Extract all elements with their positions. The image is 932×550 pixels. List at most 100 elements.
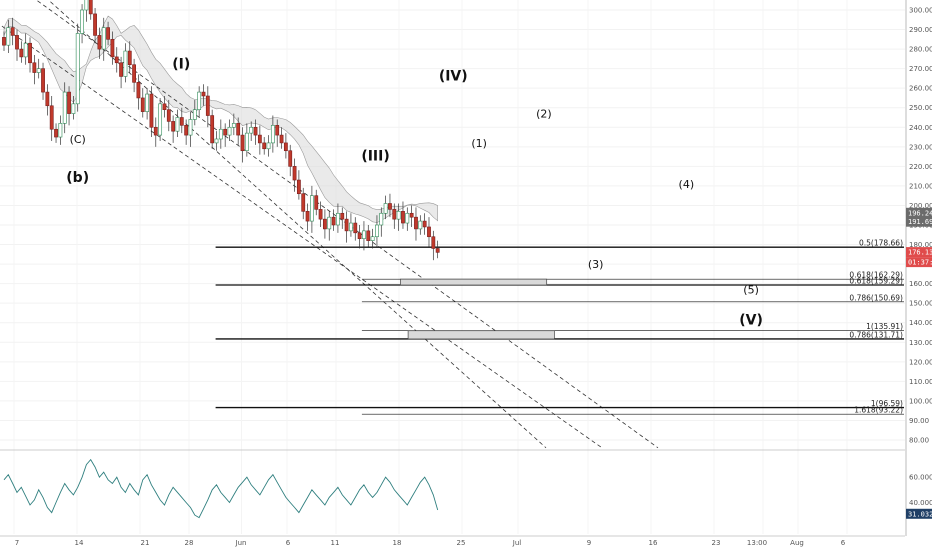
candle-body[interactable] bbox=[388, 203, 392, 210]
candle-body[interactable] bbox=[45, 91, 50, 107]
candle-body[interactable] bbox=[262, 142, 267, 150]
candle-body[interactable] bbox=[123, 50, 128, 77]
candle-body[interactable] bbox=[192, 109, 197, 120]
candle-body[interactable] bbox=[266, 142, 271, 150]
candle-body[interactable] bbox=[197, 91, 202, 110]
candle-body[interactable] bbox=[383, 203, 388, 214]
candle-body[interactable] bbox=[54, 128, 58, 138]
candle-body[interactable] bbox=[253, 126, 258, 136]
candle-body[interactable] bbox=[110, 39, 115, 58]
candle-body[interactable] bbox=[88, 0, 93, 15]
candle-body[interactable] bbox=[67, 91, 71, 114]
candle-body[interactable] bbox=[362, 230, 366, 239]
candle-body[interactable] bbox=[318, 209, 323, 220]
candle-body[interactable] bbox=[396, 211, 401, 220]
candle-body[interactable] bbox=[370, 236, 375, 241]
candle-body[interactable] bbox=[19, 48, 24, 58]
candle-body[interactable] bbox=[344, 218, 349, 232]
candle-body[interactable] bbox=[270, 125, 275, 144]
candle-body[interactable] bbox=[414, 216, 418, 230]
candle-body[interactable] bbox=[375, 224, 379, 238]
candle-body[interactable] bbox=[275, 125, 280, 136]
candle-body[interactable] bbox=[418, 220, 423, 230]
candle-body[interactable] bbox=[283, 142, 288, 152]
candle-body[interactable] bbox=[405, 212, 410, 224]
candle-body[interactable] bbox=[257, 134, 262, 144]
candle-body[interactable] bbox=[292, 166, 297, 181]
candle-body[interactable] bbox=[244, 132, 249, 152]
candle-body[interactable] bbox=[236, 123, 241, 136]
candle-body[interactable] bbox=[6, 27, 11, 46]
candle-body[interactable] bbox=[305, 211, 310, 222]
candle-body[interactable] bbox=[427, 226, 431, 238]
candle-body[interactable] bbox=[97, 35, 102, 50]
candle-body[interactable] bbox=[132, 64, 136, 83]
candle-body[interactable] bbox=[158, 103, 163, 136]
candle-body[interactable] bbox=[314, 195, 319, 210]
candle-body[interactable] bbox=[10, 27, 15, 36]
candle-body[interactable] bbox=[214, 138, 219, 144]
candle-body[interactable] bbox=[210, 115, 215, 144]
candle-body[interactable] bbox=[409, 212, 414, 218]
candle-body[interactable] bbox=[336, 212, 340, 226]
candle-body[interactable] bbox=[58, 123, 63, 138]
candle-body[interactable] bbox=[114, 56, 119, 64]
candle-body[interactable] bbox=[127, 50, 132, 66]
candle-body[interactable] bbox=[162, 103, 167, 110]
candle-body[interactable] bbox=[401, 211, 405, 224]
candle-body[interactable] bbox=[379, 212, 384, 226]
candle-body[interactable] bbox=[15, 35, 19, 50]
candle-body[interactable] bbox=[331, 216, 336, 226]
candle-body[interactable] bbox=[327, 216, 332, 230]
candle-body[interactable] bbox=[84, 0, 89, 11]
candle-body[interactable] bbox=[296, 179, 301, 195]
candle-body[interactable] bbox=[366, 230, 371, 241]
candle-body[interactable] bbox=[149, 93, 154, 128]
candle-body[interactable] bbox=[184, 125, 189, 136]
candle-body[interactable] bbox=[41, 68, 45, 93]
candle-body[interactable] bbox=[435, 248, 440, 253]
candle-body[interactable] bbox=[32, 62, 37, 73]
candle-body[interactable] bbox=[227, 126, 232, 136]
candle-body[interactable] bbox=[153, 126, 158, 136]
candle-body[interactable] bbox=[188, 119, 193, 136]
candle-body[interactable] bbox=[2, 37, 6, 46]
candle-body[interactable] bbox=[71, 103, 76, 114]
candle-body[interactable] bbox=[223, 128, 228, 136]
candle-body[interactable] bbox=[171, 121, 176, 132]
candle-body[interactable] bbox=[310, 195, 314, 222]
candle-body[interactable] bbox=[75, 33, 80, 105]
candle-body[interactable] bbox=[218, 128, 223, 140]
candle-body[interactable] bbox=[101, 27, 106, 50]
candle-body[interactable] bbox=[279, 134, 284, 144]
candle-body[interactable] bbox=[323, 218, 327, 230]
candle-body[interactable] bbox=[166, 109, 171, 122]
candle-body[interactable] bbox=[205, 95, 210, 116]
candle-body[interactable] bbox=[357, 232, 362, 239]
candle-body[interactable] bbox=[93, 13, 97, 36]
candle-body[interactable] bbox=[353, 222, 358, 234]
candle-body[interactable] bbox=[23, 42, 28, 58]
candle-body[interactable] bbox=[106, 27, 110, 40]
candle-body[interactable] bbox=[28, 42, 32, 64]
candle-body[interactable] bbox=[80, 9, 84, 34]
candle-body[interactable] bbox=[145, 93, 150, 112]
candle-body[interactable] bbox=[301, 193, 306, 212]
candle-body[interactable] bbox=[62, 91, 67, 124]
candle-body[interactable] bbox=[431, 236, 436, 249]
candle-body[interactable] bbox=[340, 212, 345, 220]
candle-body[interactable] bbox=[201, 91, 206, 97]
candle-body[interactable] bbox=[349, 222, 353, 232]
candle-body[interactable] bbox=[288, 150, 293, 167]
candle-body[interactable] bbox=[249, 126, 254, 134]
candle-body[interactable] bbox=[175, 117, 180, 132]
candle-body[interactable] bbox=[231, 123, 236, 128]
candle-body[interactable] bbox=[140, 97, 145, 112]
candle-body[interactable] bbox=[179, 117, 184, 126]
candle-body[interactable] bbox=[240, 134, 245, 152]
candle-body[interactable] bbox=[119, 62, 123, 77]
candle-body[interactable] bbox=[136, 82, 141, 99]
candle-body[interactable] bbox=[422, 220, 427, 228]
candle-body[interactable] bbox=[392, 209, 397, 220]
